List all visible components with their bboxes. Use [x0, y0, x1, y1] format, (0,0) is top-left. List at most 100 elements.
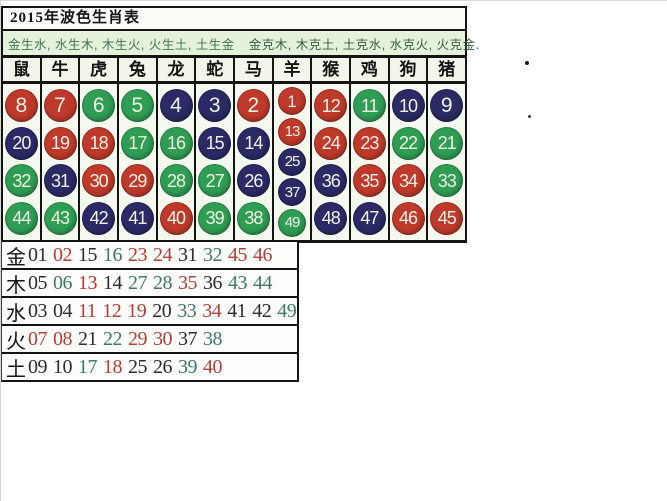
element-row: 金 01 02 15 16 23 24 31 32 45 46 — [2, 240, 299, 268]
element-number: 03 — [28, 299, 48, 322]
number-ball: 38 — [236, 201, 270, 235]
number-ball: 19 — [43, 126, 77, 160]
number-ball: 48 — [314, 201, 348, 235]
number-ball: 43 — [43, 201, 77, 235]
element-table: 金 01 02 15 16 23 24 31 32 45 46 木 05 06 13 14 27 28 35 36 43… — [1, 240, 299, 382]
element-number: 35 — [178, 271, 198, 294]
element-number: 25 — [128, 355, 148, 378]
zodiac-column: 虎 6 18 30 42 — [80, 58, 120, 240]
scan-artifact-dot — [525, 61, 529, 65]
element-number: 33 — [177, 299, 197, 322]
element-number: 14 — [103, 271, 123, 294]
element-number: 43 — [228, 271, 248, 294]
element-number: 23 — [128, 243, 148, 266]
ball-stack: 10 22 34 46 — [390, 84, 427, 240]
element-number: 30 — [153, 327, 173, 350]
number-ball: 42 — [82, 201, 116, 235]
number-ball: 14 — [236, 126, 270, 160]
ball-stack: 7 19 31 43 — [42, 84, 79, 240]
overcoming-cycle-text: 金克木, 木克土, 土克水, 水克火, 火克金. — [248, 37, 480, 52]
number-ball: 35 — [352, 164, 386, 198]
number-ball: 49 — [278, 208, 307, 237]
number-ball: 32 — [4, 164, 38, 198]
element-number: 46 — [253, 243, 273, 266]
number-ball: 10 — [391, 89, 425, 123]
ball-stack: 2 14 26 38 — [235, 84, 272, 240]
element-number: 20 — [152, 299, 172, 322]
element-number: 22 — [103, 327, 123, 350]
number-ball: 3 — [198, 89, 232, 123]
zodiac-column: 羊 1 13 25 37 49 — [273, 58, 313, 240]
element-number: 17 — [78, 355, 98, 378]
zodiac-animal-header: 鼠 — [3, 58, 40, 84]
element-label: 火 — [6, 330, 26, 353]
number-ball: 27 — [198, 164, 232, 198]
element-number: 12 — [102, 299, 122, 322]
element-relations-band: 金生水, 水生木, 木生火, 火生土, 土生金 金克木, 木克土, 土克水, 水… — [3, 31, 479, 58]
number-ball: 41 — [120, 201, 154, 235]
number-ball: 46 — [391, 201, 425, 235]
number-ball: 1 — [278, 87, 307, 116]
number-ball: 13 — [278, 117, 307, 146]
number-ball: 33 — [430, 164, 464, 198]
element-number: 28 — [153, 271, 173, 294]
element-number: 49 — [277, 299, 297, 322]
zodiac-animal-header: 猴 — [312, 58, 350, 84]
element-number: 01 — [28, 243, 48, 266]
ball-stack: 3 15 27 39 — [196, 84, 233, 240]
zodiac-animal-header: 羊 — [273, 58, 311, 84]
element-number: 06 — [53, 271, 73, 294]
number-ball: 12 — [314, 89, 348, 123]
generating-cycle-text: 金生水, 水生木, 木生火, 火生土, 土生金 — [8, 37, 235, 52]
zodiac-animal-header: 鸡 — [351, 58, 388, 84]
zodiac-column: 鸡 11 23 35 47 — [351, 58, 390, 240]
zodiac-column: 猪 9 21 33 45 — [428, 58, 466, 240]
number-ball: 7 — [43, 89, 77, 123]
ball-stack: 9 21 33 45 — [428, 84, 465, 240]
element-number: 37 — [178, 327, 198, 350]
ball-stack: 11 23 35 47 — [351, 84, 388, 240]
element-row: 水 03 04 11 12 19 20 33 34 41 42 49 — [2, 296, 299, 324]
number-ball: 17 — [120, 126, 154, 160]
zodiac-animal-header: 牛 — [41, 58, 79, 84]
number-ball: 39 — [198, 201, 232, 235]
element-number: 29 — [128, 327, 148, 350]
element-number: 10 — [53, 355, 73, 378]
zodiac-animal-header: 蛇 — [196, 58, 234, 84]
element-number: 11 — [78, 299, 97, 322]
number-ball: 9 — [430, 89, 464, 123]
element-number: 45 — [228, 243, 248, 266]
element-row: 土 09 10 17 18 25 26 39 40 — [2, 352, 299, 382]
zodiac-animal-header: 狗 — [389, 58, 427, 84]
number-ball: 28 — [159, 164, 193, 198]
element-number: 38 — [203, 327, 223, 350]
element-number: 34 — [202, 299, 222, 322]
number-ball: 36 — [314, 164, 348, 198]
number-ball: 16 — [159, 126, 193, 160]
zodiac-column: 龙 4 16 28 40 — [157, 58, 197, 240]
element-label: 木 — [6, 274, 26, 297]
element-number: 07 — [28, 327, 48, 350]
element-number: 26 — [153, 355, 173, 378]
element-row: 木 05 06 13 14 27 28 35 36 43 44 — [2, 268, 299, 296]
element-number: 44 — [253, 271, 273, 294]
zodiac-column: 猴 12 24 36 48 — [312, 58, 352, 240]
number-ball: 31 — [43, 164, 77, 198]
ball-stack: 4 16 28 40 — [158, 84, 195, 240]
zodiac-column: 兔 5 17 29 41 — [119, 58, 158, 240]
ball-stack: 1 13 25 37 49 — [274, 84, 311, 240]
number-ball: 8 — [4, 89, 38, 123]
element-number: 27 — [128, 271, 148, 294]
number-ball: 47 — [352, 201, 386, 235]
number-ball: 22 — [391, 126, 425, 160]
number-ball: 23 — [352, 126, 386, 160]
element-number: 21 — [78, 327, 98, 350]
element-number: 39 — [178, 355, 198, 378]
page-title: 2015年波色生肖表 — [3, 6, 465, 31]
zodiac-board: 2015年波色生肖表 金生水, 水生木, 木生火, 火生土, 土生金 金克木, … — [1, 6, 479, 243]
element-number: 18 — [103, 355, 123, 378]
element-number: 40 — [203, 355, 223, 378]
number-ball: 25 — [278, 147, 307, 176]
element-number: 41 — [227, 299, 247, 322]
zodiac-column: 蛇 3 15 27 39 — [196, 58, 236, 240]
